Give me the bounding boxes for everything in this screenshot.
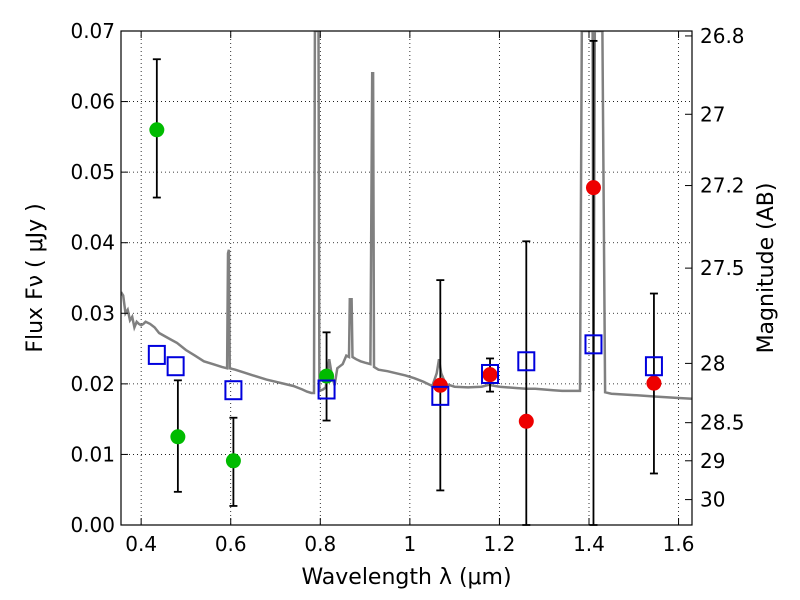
model-square (431, 385, 450, 406)
y-tick-label: 0.03 (70, 301, 115, 325)
y-tick-label: 0.06 (70, 90, 115, 114)
y-tick-label: 0.01 (70, 442, 115, 466)
x-tick-label: 0.6 (215, 532, 247, 556)
right-axis-label: Magnitude (AB) (754, 183, 779, 354)
red-point (585, 180, 601, 196)
y-tick-label: 0.04 (70, 231, 115, 255)
spectrum-line (121, 31, 692, 400)
data-markers (147, 122, 663, 469)
x-tick-label: 1 (403, 532, 416, 556)
y-tick-label: 0.07 (70, 19, 115, 43)
model-square (147, 344, 166, 365)
model-square (224, 380, 243, 401)
spectrum (121, 31, 692, 400)
grid-lines (121, 30, 692, 526)
red-point (518, 413, 534, 429)
red-point (432, 377, 448, 393)
model-square (644, 356, 663, 377)
right-tick-label: 28 (700, 351, 725, 375)
right-tick-label: 28.5 (700, 411, 745, 435)
x-axis-label: Wavelength λ (μm) (301, 565, 511, 590)
right-tick-label: 30 (700, 488, 725, 512)
right-tick-label: 27.5 (700, 256, 745, 280)
red-point (482, 367, 498, 383)
tick-labels: 0.4 0.6 0.8 1 1.2 1.4 1.6 0.00 0.01 0.02 0.03 0.04 0… (70, 19, 744, 556)
plot-frame (120, 30, 693, 526)
right-tick-label: 26.8 (700, 24, 745, 48)
right-tick-label: 27.2 (700, 174, 745, 198)
right-tick-label: 27 (700, 102, 725, 126)
green-point (149, 122, 165, 138)
x-tick-label: 0.4 (125, 532, 157, 556)
x-tick-label: 1.4 (573, 532, 605, 556)
model-square (317, 379, 336, 400)
red-point (646, 375, 662, 391)
y-tick-label: 0.02 (70, 372, 115, 396)
model-square (584, 334, 603, 355)
right-tick-label: 29 (700, 449, 725, 473)
model-square (481, 363, 500, 384)
x-tick-label: 1.2 (484, 532, 516, 556)
green-point (170, 429, 186, 445)
x-tick-label: 0.8 (304, 532, 336, 556)
green-point (225, 453, 241, 469)
y-tick-label: 0.05 (70, 160, 115, 184)
model-square (166, 356, 185, 377)
y-tick-label: 0.00 (70, 513, 115, 537)
y-axis-label: Flux Fν ( μJy ) (23, 203, 48, 352)
axis-ticks (121, 30, 692, 526)
model-square (517, 351, 536, 372)
x-tick-label: 1.6 (663, 532, 695, 556)
